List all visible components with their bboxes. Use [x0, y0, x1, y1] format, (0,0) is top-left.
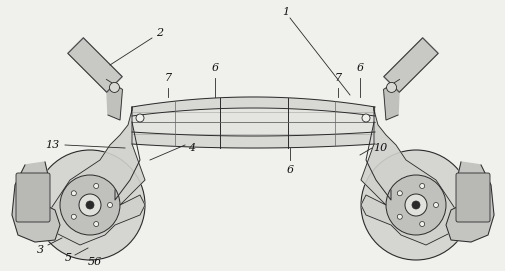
Circle shape: [71, 214, 76, 219]
Polygon shape: [132, 132, 374, 148]
Text: 1: 1: [282, 7, 289, 17]
Circle shape: [360, 150, 470, 260]
Circle shape: [385, 175, 445, 235]
Circle shape: [411, 201, 419, 209]
Text: 4: 4: [188, 143, 195, 153]
Circle shape: [136, 114, 144, 122]
Polygon shape: [106, 79, 122, 120]
Polygon shape: [68, 38, 122, 92]
Text: 2: 2: [156, 28, 163, 38]
Circle shape: [86, 201, 94, 209]
Text: 7: 7: [164, 73, 171, 83]
Text: 7: 7: [334, 73, 341, 83]
Circle shape: [386, 82, 396, 92]
Text: 6: 6: [356, 63, 363, 73]
Circle shape: [107, 202, 112, 208]
Circle shape: [361, 114, 369, 122]
Circle shape: [71, 191, 76, 196]
Circle shape: [404, 194, 426, 216]
Circle shape: [396, 191, 401, 196]
Circle shape: [60, 175, 120, 235]
Circle shape: [419, 183, 424, 188]
Circle shape: [419, 221, 424, 227]
Text: 10: 10: [372, 143, 386, 153]
Circle shape: [79, 194, 101, 216]
FancyBboxPatch shape: [455, 173, 489, 222]
Circle shape: [433, 202, 438, 208]
Circle shape: [35, 150, 145, 260]
Polygon shape: [445, 162, 493, 242]
Polygon shape: [132, 97, 374, 116]
Polygon shape: [360, 107, 465, 245]
Polygon shape: [383, 79, 399, 120]
Text: 6: 6: [286, 165, 293, 175]
Polygon shape: [383, 38, 437, 92]
Polygon shape: [40, 107, 145, 245]
Text: 6: 6: [211, 63, 218, 73]
Text: 3: 3: [36, 245, 43, 255]
FancyBboxPatch shape: [16, 173, 50, 222]
Text: 13: 13: [45, 140, 59, 150]
Text: 5: 5: [64, 253, 71, 263]
Polygon shape: [132, 108, 374, 136]
Circle shape: [93, 183, 98, 188]
Circle shape: [93, 221, 98, 227]
Circle shape: [396, 214, 401, 219]
Text: 56: 56: [88, 257, 102, 267]
Circle shape: [109, 82, 119, 92]
Polygon shape: [12, 162, 60, 242]
